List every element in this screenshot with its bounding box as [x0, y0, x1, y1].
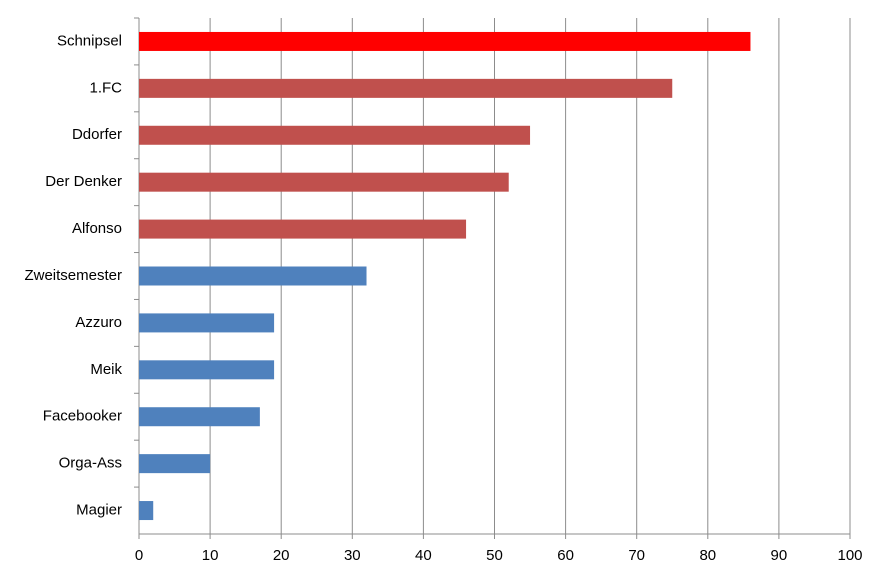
- y-tick-label: Alfonso: [72, 220, 122, 237]
- bar: [139, 172, 509, 192]
- y-tick-label: Facebooker: [43, 408, 122, 425]
- x-tick-label: 30: [344, 547, 361, 564]
- x-tick-label: 50: [486, 547, 503, 564]
- y-tick-label: Magier: [76, 502, 122, 519]
- y-tick-label: 1.FC: [89, 79, 122, 96]
- bar: [139, 454, 211, 474]
- y-tick-label: Meik: [90, 361, 122, 378]
- bar: [139, 313, 275, 333]
- y-tick-label: Azzuro: [75, 314, 122, 331]
- x-tick-label: 70: [628, 547, 645, 564]
- bar: [139, 219, 467, 239]
- x-tick-label: 60: [557, 547, 574, 564]
- bar: [139, 407, 260, 427]
- x-tick-label: 0: [135, 547, 143, 564]
- bar: [139, 501, 154, 521]
- x-tick-label: 90: [771, 547, 788, 564]
- y-tick-label: Orga-Ass: [59, 455, 122, 472]
- y-tick-label: Der Denker: [45, 173, 122, 190]
- bar: [139, 125, 531, 145]
- bar: [139, 266, 367, 286]
- x-tick-label: 10: [202, 547, 219, 564]
- bar: [139, 360, 275, 380]
- bar: [139, 78, 673, 98]
- x-tick-label: 80: [699, 547, 716, 564]
- y-tick-label: Zweitsemester: [24, 267, 122, 284]
- x-tick-label: 20: [273, 547, 290, 564]
- y-tick-label: Schnipsel: [57, 32, 122, 49]
- x-tick-label: 40: [415, 547, 432, 564]
- y-tick-label: Ddorfer: [72, 126, 122, 143]
- x-tick-label: 100: [837, 547, 862, 564]
- bar: [139, 31, 751, 51]
